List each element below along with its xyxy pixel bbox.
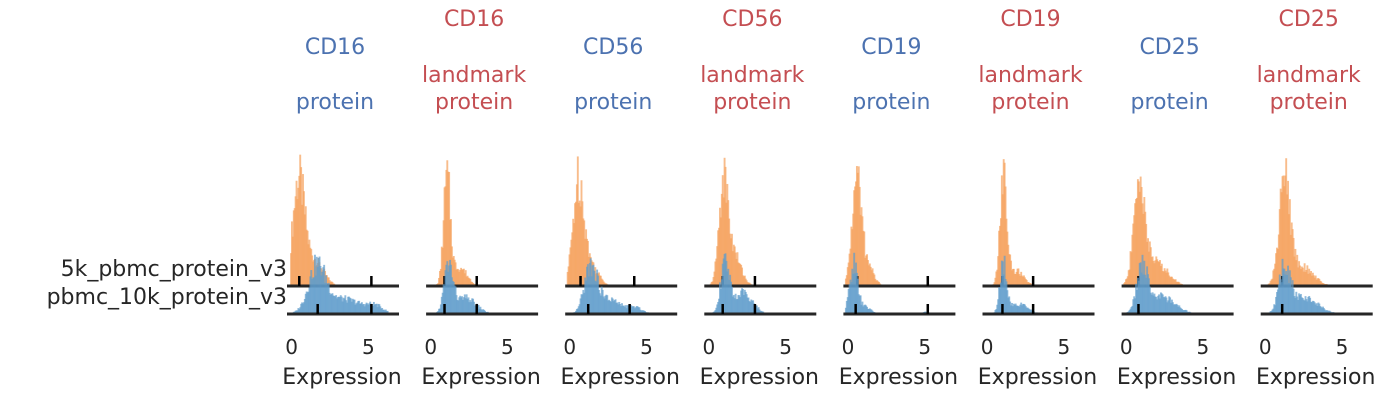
panel-title-gene: CD19	[861, 35, 921, 60]
panel-title-gene: CD56	[583, 35, 643, 60]
panel-title-gene: CD19	[1000, 7, 1060, 32]
histogram-row-1	[708, 157, 755, 286]
histogram-row-2	[1266, 258, 1339, 314]
x-tick-label: 0	[842, 335, 855, 359]
histogram-row-1	[566, 156, 612, 286]
x-axis-label: Expression	[1117, 365, 1236, 390]
x-tick-label: 0	[981, 335, 994, 359]
x-axis-label: Expression	[560, 365, 679, 390]
x-tick-label: 0	[563, 335, 576, 359]
x-tick-label: 5	[501, 335, 514, 359]
panel-title-protein: protein	[713, 90, 791, 115]
histogram-row-2	[992, 255, 1042, 314]
histogram-row-1	[1123, 176, 1188, 286]
panel-title-gene: CD56	[722, 7, 782, 32]
x-tick-label: 5	[779, 335, 792, 359]
panel-title-protein: protein	[574, 90, 652, 115]
row-label-1: 5k_pbmc_protein_v3	[61, 257, 287, 282]
panel-title-gene: CD16	[305, 35, 365, 60]
x-axis-label: Expression	[978, 365, 1097, 390]
panel-1: CD16 protein 0 5 Expression	[282, 35, 401, 390]
x-tick-label: 0	[424, 335, 437, 359]
histogram-row-1	[435, 160, 481, 286]
histogram-row-1	[1265, 158, 1334, 286]
x-tick-label: 0	[1120, 335, 1133, 359]
panel-title-protein: protein	[1130, 90, 1208, 115]
x-axis-label: Expression	[421, 365, 540, 390]
panel-3: CD56 protein 0 5 Expression	[560, 35, 679, 390]
panel-title-gene: CD25	[1139, 35, 1199, 60]
panel-title-landmark: landmark	[422, 63, 526, 88]
panel-title-gene: CD25	[1279, 7, 1339, 32]
x-tick-label: 5	[362, 335, 375, 359]
x-tick-label: 0	[703, 335, 716, 359]
x-axis-label: Expression	[282, 365, 401, 390]
histogram-bar	[859, 295, 862, 314]
histogram-row-1	[991, 159, 1036, 286]
x-tick-label: 5	[1197, 335, 1210, 359]
panel-title-protein: protein	[435, 90, 513, 115]
histogram-row-2	[434, 259, 494, 314]
panel-title-landmark: landmark	[1257, 63, 1361, 88]
histogram-row-1	[844, 166, 885, 286]
panel-title-protein: protein	[1270, 90, 1348, 115]
panel-title-gene: CD16	[444, 7, 504, 32]
x-tick-label: 5	[640, 335, 653, 359]
x-axis-label: Expression	[700, 365, 819, 390]
histogram-row-2	[290, 254, 389, 314]
panel-title-protein: protein	[296, 90, 374, 115]
row-label-2: pbmc_10k_protein_v3	[47, 285, 287, 310]
x-tick-label: 5	[918, 335, 931, 359]
x-tick-label: 5	[1336, 335, 1349, 359]
x-tick-label: 5	[1057, 335, 1070, 359]
panel-title-landmark: landmark	[978, 63, 1082, 88]
x-axis-label: Expression	[839, 365, 958, 390]
row-labels: 5k_pbmc_protein_v3 pbmc_10k_protein_v3	[47, 257, 287, 310]
x-axis-label: Expression	[1256, 365, 1375, 390]
histogram-bar	[386, 310, 389, 314]
histogram-row-2	[1124, 254, 1198, 314]
x-tick-label: 0	[1259, 335, 1272, 359]
panel-title-protein: protein	[852, 90, 930, 115]
panel-5: CD19 protein 0 5 Expression	[839, 35, 958, 390]
panel-title-landmark: landmark	[700, 63, 804, 88]
x-tick-label: 0	[285, 335, 298, 359]
panel-title-protein: protein	[991, 90, 1069, 115]
panel-7: CD25 protein 0 5 Expression	[1117, 35, 1236, 390]
